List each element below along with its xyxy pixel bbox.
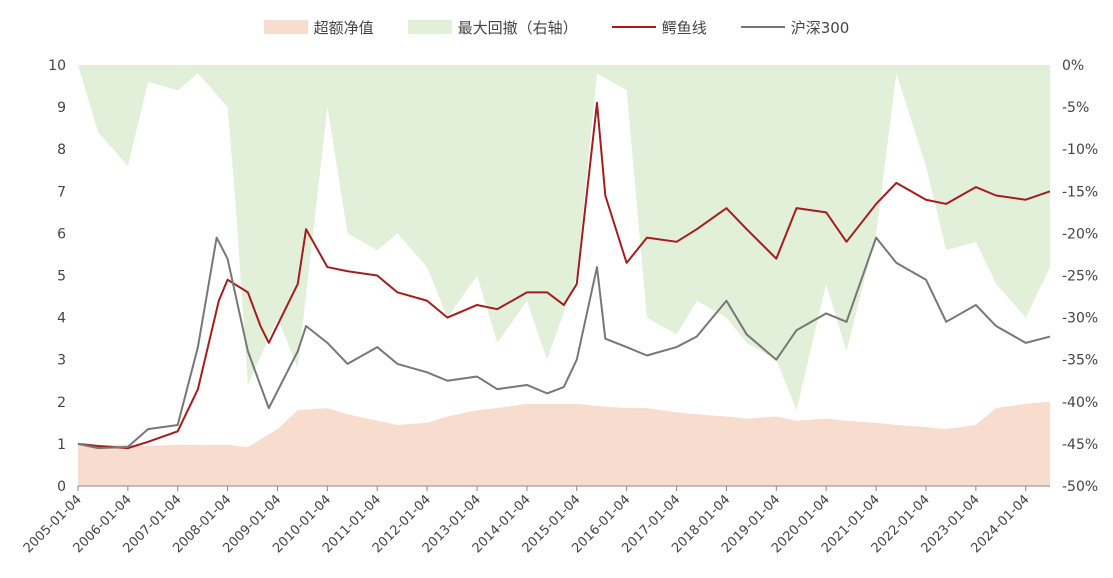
legend-swatch-hs300 [740, 26, 785, 28]
y-right-tick-label: -30% [1062, 311, 1098, 327]
area-series-1 [78, 65, 1050, 411]
y-right-tick-label: -10% [1062, 142, 1098, 158]
y-left-tick-label: 3 [57, 353, 66, 369]
legend-item-crocodile: 鳄鱼线 [611, 17, 707, 38]
y-left-tick-label: 7 [57, 184, 66, 200]
legend-label-excess: 超额净值 [313, 18, 374, 37]
y-left-tick-label: 10 [48, 58, 66, 74]
y-left-tick-label: 1 [57, 437, 66, 453]
legend-label-crocodile: 鳄鱼线 [661, 18, 707, 37]
y-left-tick-label: 6 [57, 226, 66, 242]
y-left-tick-label: 2 [57, 395, 66, 411]
y-right-tick-label: -40% [1062, 395, 1098, 411]
line-layer [77, 101, 1051, 450]
legend-label-drawdown: 最大回撤（右轴） [457, 18, 578, 37]
area-series-0 [78, 401, 1050, 486]
legend-swatch-drawdown [407, 20, 452, 34]
y-left-tick-label: 4 [57, 311, 66, 327]
y-right-tick-label: 0% [1062, 58, 1084, 74]
y-right-tick-label: -20% [1062, 226, 1098, 242]
y-left-tick-label: 8 [57, 142, 66, 158]
line-series-2 [77, 101, 1051, 450]
legend-label-hs300: 沪深300 [790, 18, 850, 37]
legend-item-excess: 超额净值 [263, 17, 374, 38]
y-left-tick-label: 5 [57, 269, 66, 285]
y-left-tick-label: 0 [57, 479, 66, 495]
y-right-tick-label: -45% [1062, 437, 1098, 453]
y-right-tick-label: -5% [1062, 100, 1089, 116]
y-right-tick-label: -50% [1062, 479, 1098, 495]
y-left-tick-label: 9 [57, 100, 66, 116]
y-right-tick-label: -35% [1062, 353, 1098, 369]
legend-item-drawdown: 最大回撤（右轴） [407, 17, 578, 38]
area-layer [78, 65, 1050, 486]
y-right-tick-label: -25% [1062, 269, 1098, 285]
legend-swatch-excess [263, 20, 308, 34]
legend-item-hs300: 沪深300 [740, 17, 850, 38]
legend-swatch-crocodile [611, 26, 656, 28]
y-right-tick-label: -15% [1062, 184, 1098, 200]
legend: 超额净值 最大回撤（右轴） 鳄鱼线 沪深300 [0, 14, 1113, 40]
line-series-3 [77, 236, 1051, 450]
